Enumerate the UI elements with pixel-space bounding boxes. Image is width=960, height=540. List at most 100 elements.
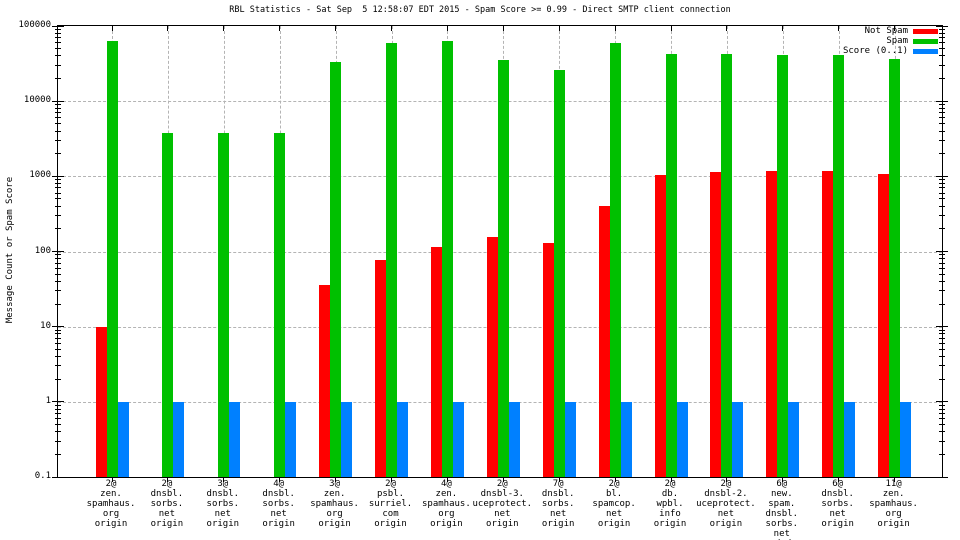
y-minor-tick — [55, 48, 61, 50]
y-major-tick — [52, 326, 64, 328]
y-major-tick — [52, 476, 64, 478]
bar-score-0-1- — [117, 401, 129, 477]
y-minor-tick — [939, 32, 945, 34]
y-tick-label: 10 — [40, 320, 51, 331]
y-minor-tick — [55, 37, 61, 39]
bar-score-0-1- — [341, 401, 353, 477]
y-minor-tick — [55, 153, 61, 155]
y-minor-tick — [55, 333, 61, 335]
x-category-line: 3@ — [329, 479, 341, 489]
bar-spam — [553, 69, 565, 477]
x-category-line: net — [605, 509, 623, 519]
x-category-line: 7@ — [552, 479, 564, 489]
x-category-line: spamhaus. — [86, 499, 136, 509]
y-minor-tick — [55, 228, 61, 230]
y-minor-tick — [939, 42, 945, 44]
x-category-line: sorbs. — [541, 499, 575, 509]
x-category-line: zen. — [100, 489, 122, 499]
x-category-line: origin — [821, 519, 854, 529]
y-minor-tick — [939, 348, 945, 350]
legend-label: Spam — [886, 36, 908, 46]
x-top-tick — [111, 26, 113, 31]
legend-swatch — [913, 39, 938, 44]
x-top-tick — [279, 26, 281, 31]
y-minor-tick — [939, 37, 945, 39]
y-minor-tick — [55, 280, 61, 282]
y-tick-label: 0.1 — [34, 471, 51, 481]
y-minor-tick — [55, 28, 61, 30]
x-bottom-tick — [502, 476, 504, 482]
x-category-line: org — [885, 509, 902, 519]
x-category-line: 2@ — [105, 479, 117, 489]
plot-area — [52, 25, 948, 482]
y-minor-tick — [939, 130, 945, 132]
y-minor-tick — [939, 333, 945, 335]
x-category-line: 2@ — [496, 479, 508, 489]
y-minor-tick — [55, 337, 61, 339]
x-top-tick — [782, 26, 784, 31]
x-category-line: sorbs. — [150, 499, 184, 509]
x-category-line: zen. — [435, 489, 458, 499]
x-bottom-tick — [670, 476, 672, 482]
bar-spam — [497, 60, 509, 477]
chart-title: RBL Statistics - Sat Sep 5 12:58:07 EDT … — [229, 5, 731, 15]
y-minor-tick — [939, 117, 945, 119]
y-minor-tick — [939, 205, 945, 207]
y-tick-label: 100 — [34, 245, 51, 256]
bar-score-0-1- — [397, 401, 408, 477]
x-category-line: dnsbl. — [150, 489, 184, 499]
bar-score-0-1- — [732, 401, 744, 477]
bar-spam — [441, 41, 453, 477]
y-minor-tick — [939, 337, 945, 339]
x-category-line: dnsbl-3. — [480, 489, 524, 499]
bar-not-spam — [710, 172, 722, 477]
bar-spam — [833, 55, 845, 477]
y-minor-tick — [939, 267, 945, 269]
x-bottom-tick — [782, 476, 784, 482]
y-minor-tick — [55, 192, 61, 194]
y-tick-label: 1 — [45, 395, 51, 406]
x-category-line: uceprotect. — [696, 499, 756, 509]
y-minor-tick — [55, 431, 61, 433]
y-minor-tick — [939, 431, 945, 433]
x-category-label: 2@ dnsbl. sorbs. net origin — [132, 479, 202, 529]
bar-score-0-1- — [788, 401, 800, 477]
y-minor-tick — [939, 198, 945, 200]
x-category-line: com — [382, 509, 399, 519]
x-category-line: uceprotect. — [472, 499, 533, 509]
x-category-line: sorbs. — [765, 519, 799, 529]
x-category-line: net — [773, 529, 790, 539]
y-minor-tick — [939, 228, 945, 230]
y-minor-tick — [55, 348, 61, 350]
x-bottom-tick — [223, 476, 225, 482]
legend-swatch — [913, 49, 938, 54]
y-minor-tick — [55, 117, 61, 119]
legend-label: Not Spam — [864, 26, 908, 36]
y-minor-tick — [939, 290, 945, 292]
x-category-label: 2@ dnsbl-2. uceprotect. net origin — [691, 479, 761, 529]
x-category-line: origin — [541, 519, 575, 529]
legend-row: Spam — [843, 37, 938, 46]
bar-spam — [274, 132, 286, 477]
x-category-line: dnsbl. — [541, 489, 575, 499]
x-category-line: 2@ — [385, 479, 396, 489]
y-minor-tick — [55, 258, 61, 260]
y-minor-tick — [939, 342, 945, 344]
x-bottom-tick — [894, 476, 896, 482]
x-category-label: 11@ zen. spamhaus. org origin — [859, 479, 929, 529]
y-minor-tick — [55, 104, 61, 106]
y-minor-tick — [939, 254, 945, 256]
x-category-line: 2@ — [664, 479, 676, 489]
bar-not-spam — [878, 174, 890, 477]
y-minor-tick — [55, 404, 61, 406]
x-category-line: 4@ — [440, 479, 452, 489]
y-major-tick — [52, 100, 64, 102]
y-minor-tick — [939, 28, 945, 30]
x-category-line: db. — [661, 489, 679, 499]
bar-not-spam — [95, 326, 107, 477]
x-category-line: net — [270, 509, 287, 519]
y-minor-tick — [939, 139, 945, 141]
x-category-label: 2@ bl. spamcop. net origin — [579, 479, 649, 529]
x-category-line: net — [829, 509, 846, 519]
x-top-tick — [223, 26, 225, 31]
